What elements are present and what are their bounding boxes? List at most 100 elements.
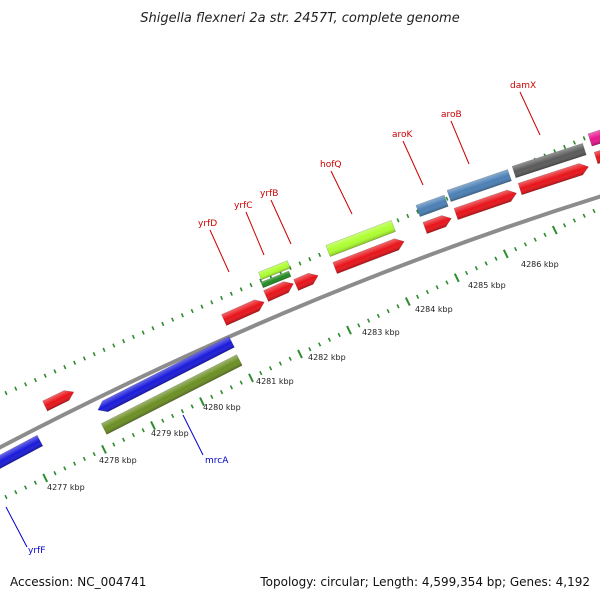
- inner-tick: [24, 485, 28, 490]
- inner-tick: [42, 473, 49, 483]
- inner-tick: [376, 313, 380, 319]
- inner-tick: [210, 394, 214, 400]
- gene-feature[interactable]: [415, 194, 449, 218]
- outer-tick: [318, 252, 322, 258]
- outer-tick: [396, 218, 400, 223]
- inner-tick: [4, 494, 8, 500]
- outer-tick: [102, 347, 106, 352]
- gene-feature[interactable]: [511, 143, 587, 179]
- outer-tick: [406, 213, 410, 219]
- outer-tick: [53, 369, 57, 374]
- inner-tick: [551, 225, 558, 235]
- gene-label-yrfD[interactable]: yrfD: [198, 219, 217, 229]
- outer-tick: [200, 304, 204, 309]
- genome-backbone: [0, 194, 600, 450]
- tick-label-4280: 4280 kbp: [203, 403, 241, 412]
- inner-tick: [453, 273, 460, 283]
- gene-feature[interactable]: [0, 434, 44, 471]
- inner-tick: [396, 304, 400, 309]
- outer-tick: [180, 313, 184, 318]
- inner-tick: [465, 270, 469, 276]
- gene-label-mrcA[interactable]: mrcA: [205, 456, 229, 466]
- inner-tick: [150, 421, 156, 430]
- inner-tick: [229, 385, 233, 390]
- gene-label-yrfC[interactable]: yrfC: [234, 201, 252, 211]
- outer-tick: [92, 351, 96, 357]
- inner-tick: [494, 256, 498, 261]
- tick-label-4284: 4284 kbp: [415, 305, 453, 314]
- gene-feature[interactable]: [258, 260, 291, 281]
- tick-label-4277: 4277 kbp: [47, 483, 85, 492]
- inner-tick: [14, 490, 18, 495]
- gene-feature[interactable]: [517, 161, 590, 196]
- outer-tick: [416, 209, 420, 214]
- tick-label-4282: 4282 kbp: [308, 353, 346, 362]
- inner-tick: [112, 442, 116, 447]
- inner-tick: [63, 466, 67, 471]
- gene-feature[interactable]: [587, 129, 600, 147]
- inner-tick: [171, 413, 175, 419]
- inner-tick: [357, 323, 361, 328]
- outer-tick: [298, 261, 302, 266]
- gene-feature[interactable]: [453, 187, 518, 221]
- inner-tick: [346, 325, 352, 335]
- outer-tick: [249, 282, 253, 288]
- gene-feature[interactable]: [263, 278, 296, 302]
- inner-tick: [73, 461, 77, 466]
- inner-tick: [131, 432, 135, 438]
- inner-tick: [318, 342, 322, 347]
- inner-tick: [435, 285, 439, 290]
- outer-tick: [210, 300, 214, 305]
- inner-tick: [533, 237, 537, 242]
- inner-tick: [199, 397, 205, 407]
- gene-feature[interactable]: [422, 213, 453, 235]
- inner-tick: [82, 456, 86, 462]
- outer-tick: [122, 339, 126, 344]
- outer-tick: [288, 265, 292, 270]
- gene-feature[interactable]: [42, 387, 77, 412]
- gene-feature[interactable]: [332, 236, 406, 274]
- gene-feature[interactable]: [446, 169, 512, 203]
- outer-tick: [63, 364, 67, 370]
- gene-label-yrfF[interactable]: yrfF: [28, 546, 45, 556]
- inner-tick: [190, 404, 194, 409]
- inner-tick: [259, 370, 263, 376]
- outer-tick: [563, 144, 567, 150]
- outer-tick: [229, 291, 233, 296]
- gene-label-damX[interactable]: damX: [510, 81, 536, 91]
- outer-tick: [239, 287, 243, 292]
- inner-tick: [367, 318, 371, 323]
- inner-tick: [572, 218, 576, 223]
- label-leader-line: [5, 506, 28, 548]
- inner-tick: [474, 266, 478, 271]
- label-leader-line: [519, 91, 541, 136]
- label-leader-line: [270, 199, 292, 245]
- gene-label-hofQ[interactable]: hofQ: [320, 160, 341, 170]
- gene-feature[interactable]: [293, 270, 321, 291]
- outer-tick: [445, 196, 449, 201]
- outer-tick: [151, 326, 155, 331]
- gene-label-aroB[interactable]: aroB: [441, 110, 462, 120]
- inner-tick: [543, 232, 547, 237]
- inner-tick: [404, 297, 411, 307]
- label-leader-lines: [5, 91, 541, 548]
- inner-tick: [502, 249, 509, 259]
- inner-tick: [288, 356, 292, 361]
- gene-label-yrfB[interactable]: yrfB: [260, 189, 278, 199]
- label-leader-line: [182, 414, 204, 456]
- gene-feature[interactable]: [593, 149, 600, 165]
- inner-tick: [33, 480, 37, 485]
- outer-tick: [141, 330, 145, 335]
- gene-feature[interactable]: [260, 270, 292, 289]
- inner-tick: [92, 451, 96, 457]
- outer-tick: [161, 321, 165, 327]
- outer-tick: [24, 382, 28, 387]
- gene-feature[interactable]: [325, 219, 396, 257]
- inner-tick: [337, 332, 341, 338]
- gene-feature[interactable]: [221, 297, 267, 326]
- gene-feature[interactable]: [100, 354, 243, 435]
- gene-label-aroK[interactable]: aroK: [392, 130, 414, 140]
- gene-features: [0, 129, 600, 471]
- gene-feature[interactable]: [95, 336, 235, 416]
